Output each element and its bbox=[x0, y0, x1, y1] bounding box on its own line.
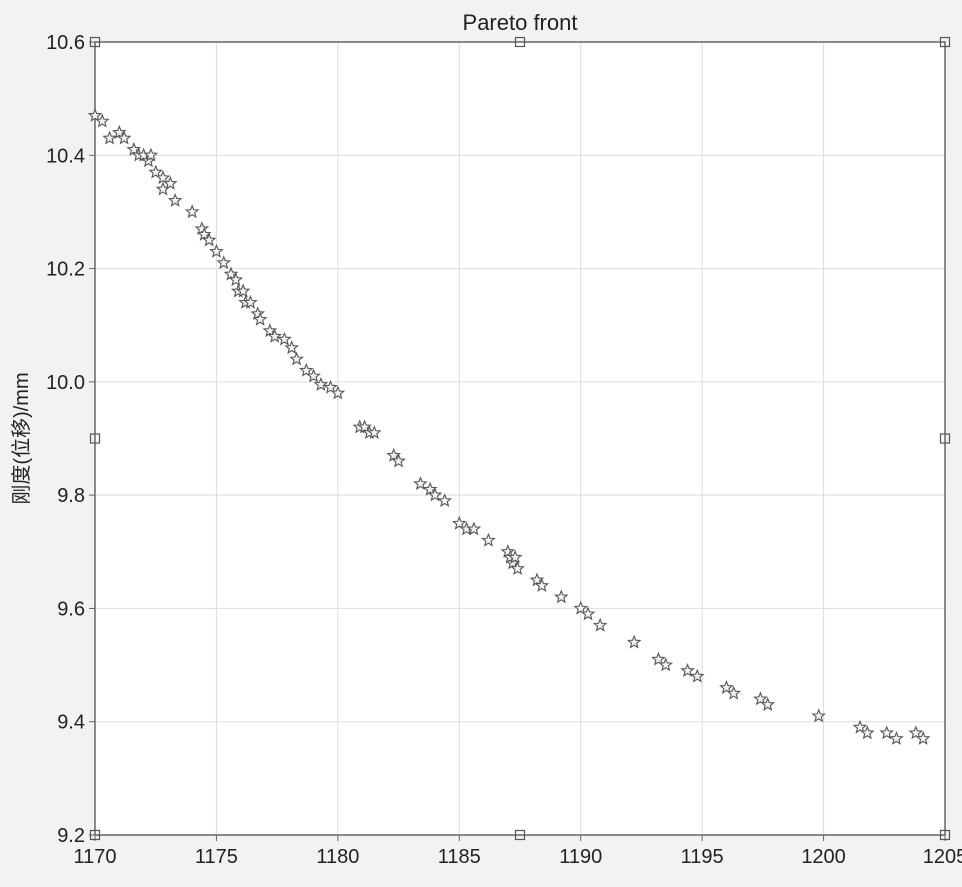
x-tick-label: 1185 bbox=[438, 846, 481, 868]
y-tick-label: 9.8 bbox=[57, 485, 85, 507]
y-tick-label: 10.4 bbox=[46, 145, 85, 167]
y-tick-label: 9.2 bbox=[57, 825, 85, 847]
x-tick-label: 1205 bbox=[923, 846, 962, 868]
y-tick-label: 10.0 bbox=[46, 372, 85, 394]
x-tick-label: 1200 bbox=[801, 846, 846, 868]
y-tick-label: 9.6 bbox=[57, 598, 85, 620]
y-axis-label: 刚度(位移)/mm bbox=[10, 372, 33, 504]
chart-title: Pareto front bbox=[463, 10, 578, 35]
x-tick-label: 1170 bbox=[73, 846, 116, 868]
y-tick-label: 9.4 bbox=[57, 712, 85, 734]
x-tick-label: 1195 bbox=[681, 846, 724, 868]
x-tick-label: 1190 bbox=[559, 846, 602, 868]
y-tick-label: 10.2 bbox=[46, 259, 85, 281]
x-tick-label: 1180 bbox=[316, 846, 359, 868]
pareto-front-chart: 1170 1175 1180 1185 1190 1195 1200 1205 9.2 9.4 9.… bbox=[0, 0, 962, 887]
chart-canvas: 1170 1175 1180 1185 1190 1195 1200 1205 9.2 9.4 9.… bbox=[0, 0, 962, 887]
x-tick-label: 1175 bbox=[195, 846, 238, 868]
y-tick-label: 10.6 bbox=[46, 32, 85, 54]
